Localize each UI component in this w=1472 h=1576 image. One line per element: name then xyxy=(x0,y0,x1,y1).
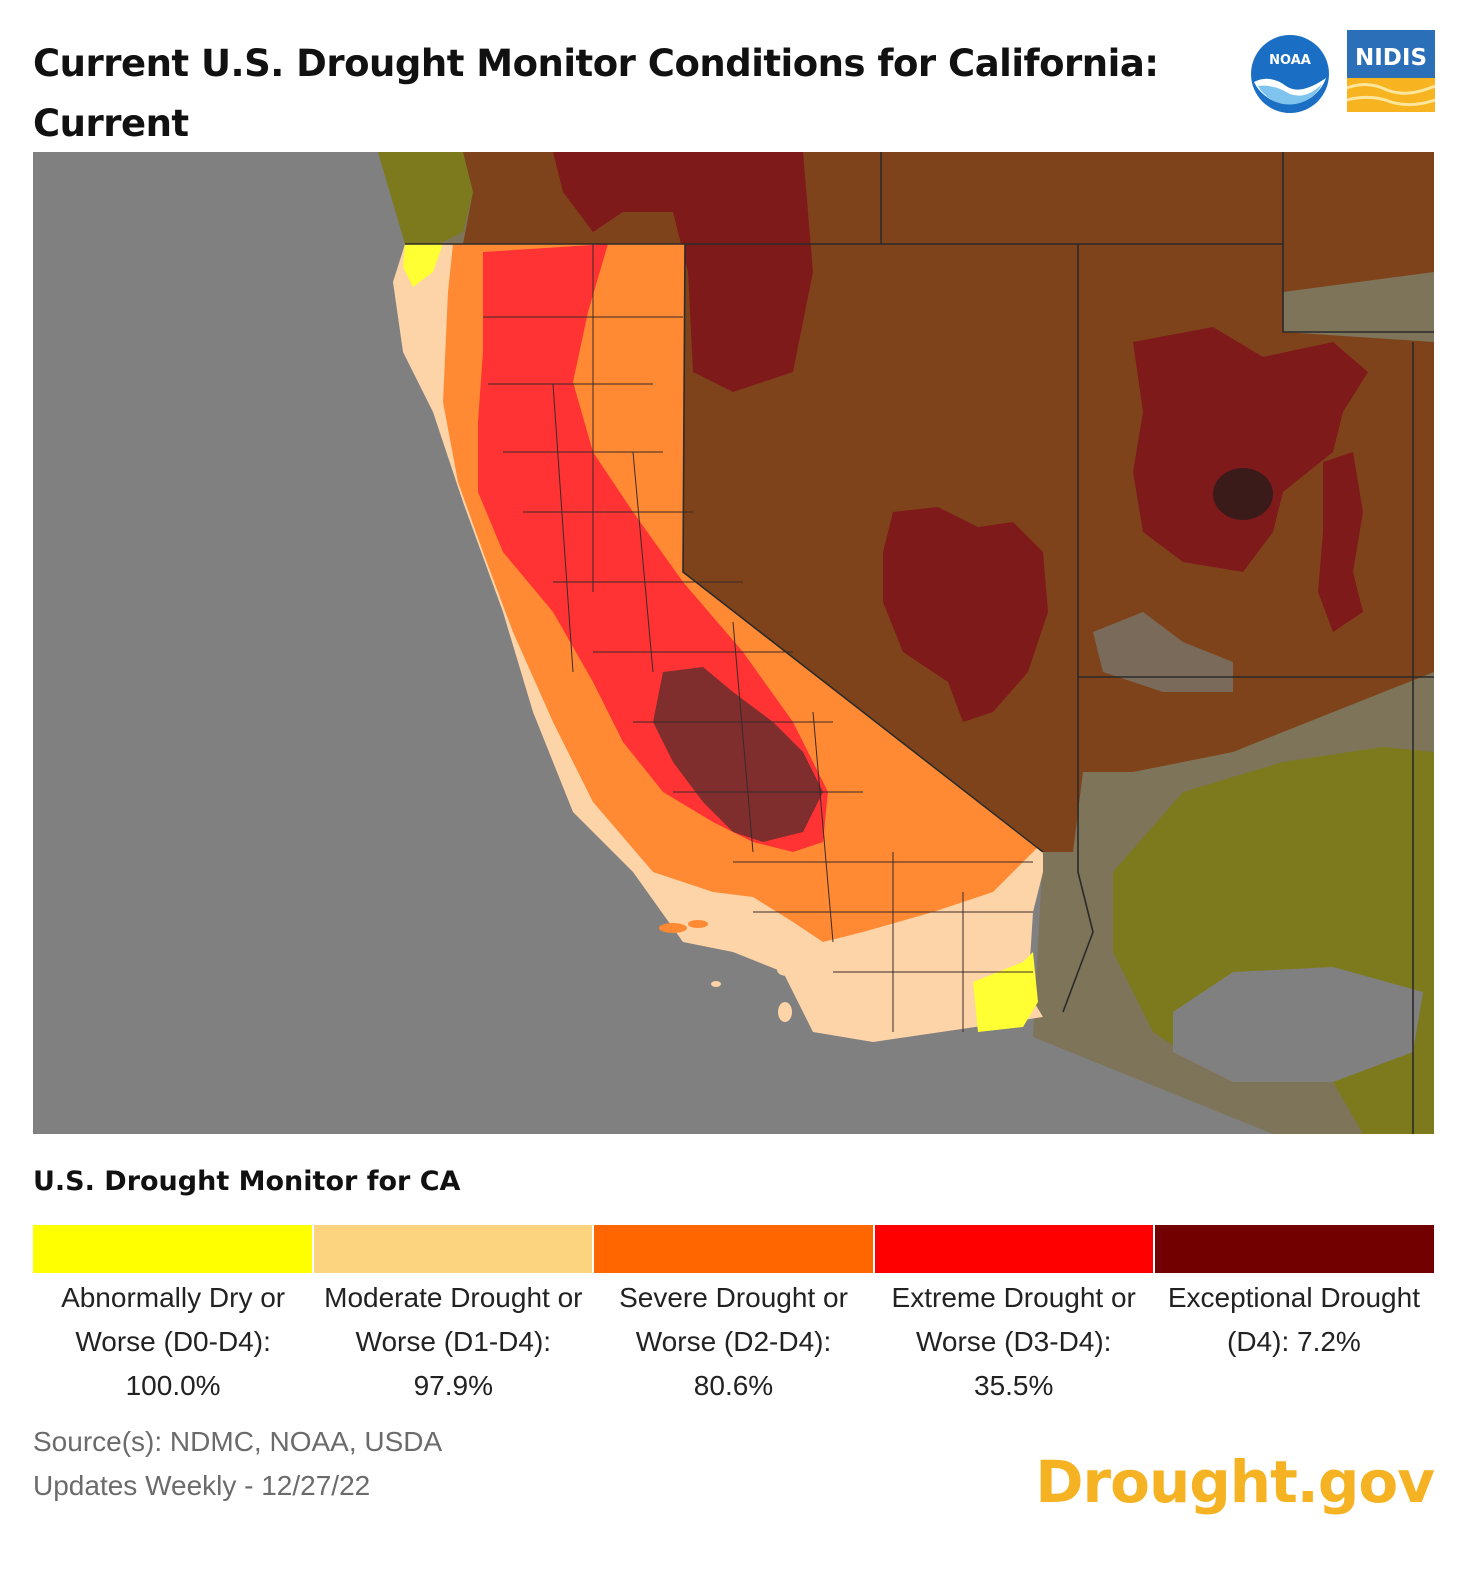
oregon-d3 xyxy=(553,152,813,392)
channel-island xyxy=(777,964,797,976)
nevada-none xyxy=(1093,612,1233,692)
california-d0-north xyxy=(403,244,443,287)
legend-label-d0: Abnormally Dry or Worse (D0-D4): 100.0% xyxy=(61,1282,286,1401)
source-text: Source(s): NDMC, NOAA, USDA xyxy=(33,1426,443,1457)
channel-island xyxy=(688,920,708,928)
nevada-d3-west xyxy=(883,507,1048,722)
legend-swatch-d1[interactable] xyxy=(313,1225,595,1273)
noaa-logo[interactable]: NOAA xyxy=(1250,34,1330,114)
legend-label-d3: Extreme Drought or Worse (D3-D4): 35.5% xyxy=(891,1282,1136,1401)
legend-label-d2: Severe Drought or Worse (D2-D4): 80.6% xyxy=(619,1282,848,1401)
legend-bar xyxy=(33,1225,1434,1273)
updates-text: Updates Weekly - 12/27/22 xyxy=(33,1470,371,1501)
drought-map[interactable] xyxy=(33,152,1434,1134)
legend-swatch-d3[interactable] xyxy=(874,1225,1156,1273)
legend-swatch-d2[interactable] xyxy=(594,1225,875,1273)
legend-swatch-d4[interactable] xyxy=(1155,1225,1434,1273)
nevada-d3-east xyxy=(1133,327,1368,572)
drought-gov-link[interactable]: Drought.gov xyxy=(1035,1448,1435,1516)
legend-label-d4: Exceptional Drought (D4): 7.2% xyxy=(1167,1282,1420,1357)
nidis-logo[interactable]: NIDIS xyxy=(1347,30,1435,112)
channel-island xyxy=(711,981,721,987)
nevada-d3-strip xyxy=(1318,452,1363,632)
arizona-none xyxy=(1173,967,1423,1082)
page-title: Current U.S. Drought Monitor Conditions … xyxy=(33,42,1159,145)
california-d2 xyxy=(443,244,1038,942)
svg-text:NOAA: NOAA xyxy=(1269,53,1311,68)
california-d4 xyxy=(653,667,823,842)
legend-swatch-d0[interactable] xyxy=(33,1225,314,1273)
state-borders xyxy=(405,152,1434,1134)
source-info: Source(s): NDMC, NOAA, USDA Updates Week… xyxy=(33,1420,442,1508)
nevada-d4 xyxy=(1213,468,1273,520)
legend-title: U.S. Drought Monitor for CA xyxy=(33,1166,461,1197)
oregon-d0-north xyxy=(378,152,473,244)
legend-labels: Abnormally Dry or Worse (D0-D4): 100.0% … xyxy=(33,1276,1434,1408)
county-borders xyxy=(483,244,1033,1032)
channel-island xyxy=(659,923,687,933)
legend-label-d1: Moderate Drought or Worse (D1-D4): 97.9% xyxy=(324,1282,583,1401)
logos: NOAA NIDIS xyxy=(1250,30,1440,115)
svg-text:NIDIS: NIDIS xyxy=(1355,45,1427,71)
channel-island xyxy=(778,1002,792,1022)
